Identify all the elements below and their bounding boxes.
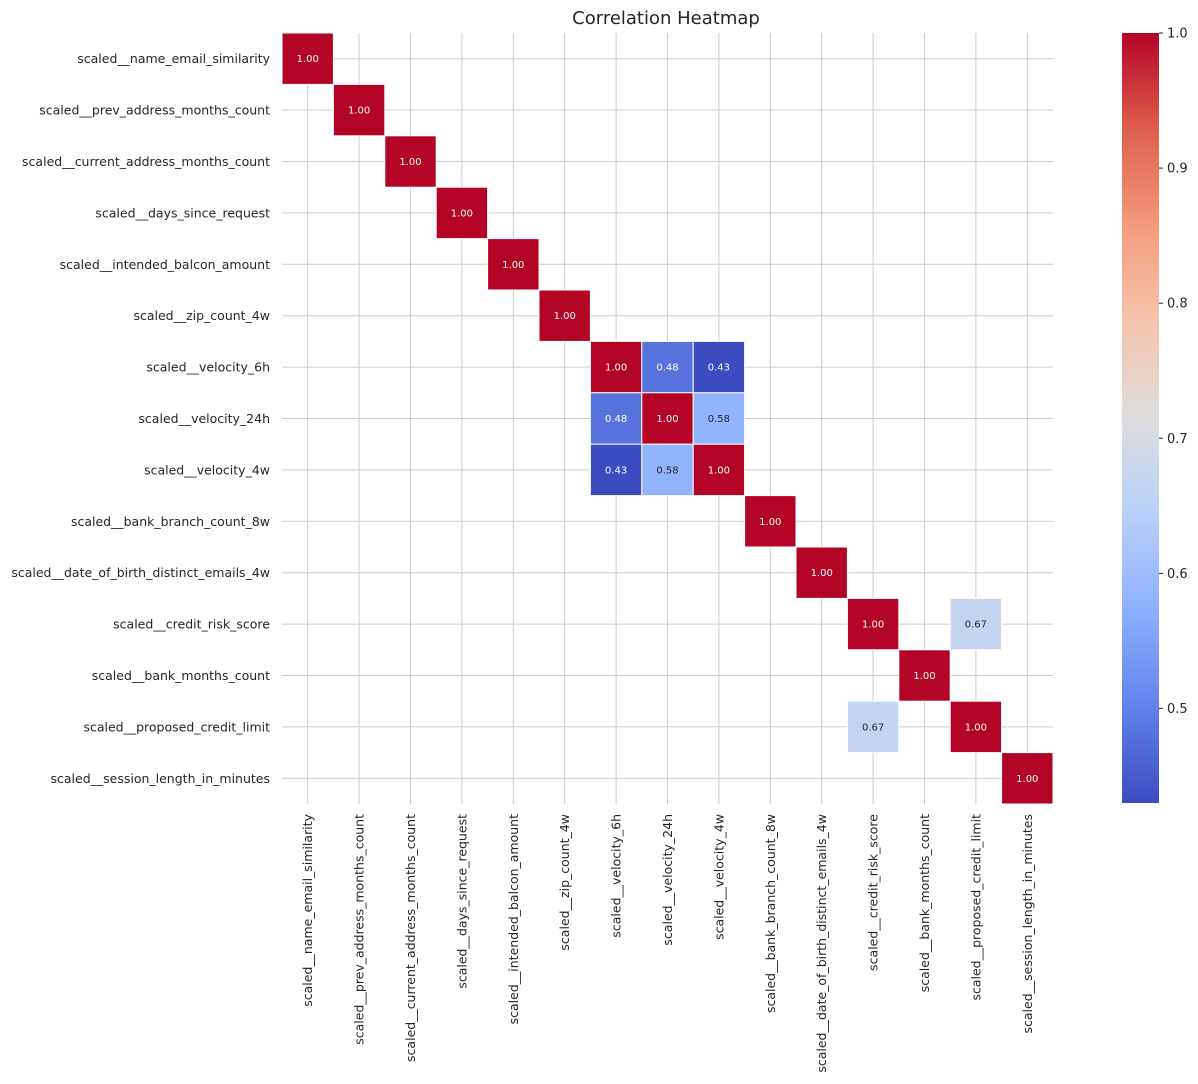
- x-tick-label: scaled__current_address_months_count: [403, 814, 418, 1062]
- colorbar-tick-label: 0.7: [1167, 432, 1188, 447]
- y-tick-label: scaled__bank_months_count: [92, 668, 270, 683]
- cell-value-label: 1.00: [708, 465, 730, 476]
- cell-value-label: 1.00: [811, 568, 833, 579]
- x-tick-label: scaled__credit_risk_score: [866, 814, 881, 971]
- x-tick-label: scaled__name_email_similarity: [300, 813, 315, 1006]
- y-tick-label: scaled__date_of_birth_distinct_emails_4w: [11, 565, 270, 580]
- y-tick-label: scaled__bank_branch_count_8w: [71, 514, 270, 529]
- cell-value-label: 1.00: [913, 671, 935, 682]
- colorbar-gradient: [1122, 33, 1159, 803]
- y-tick-label: scaled__session_length_in_minutes: [50, 771, 270, 786]
- heatmap-cell: [949, 597, 1003, 651]
- y-tick-label: scaled__days_since_request: [95, 205, 270, 220]
- heatmap-cell: [589, 443, 643, 497]
- cell-value-label: 0.43: [605, 465, 627, 476]
- y-tick-label: scaled__proposed_credit_limit: [83, 719, 270, 734]
- cell-value-label: 1.00: [1016, 774, 1038, 785]
- cell-value-label: 0.43: [708, 363, 730, 374]
- heatmap-cell: [641, 340, 694, 394]
- cell-value-label: 0.67: [965, 620, 987, 631]
- cell-value-label: 0.48: [605, 414, 627, 425]
- heatmap-cell: [538, 289, 591, 342]
- y-tick-label: scaled__prev_address_months_count: [39, 103, 270, 118]
- heatmap-cell: [846, 700, 900, 754]
- heatmap-cell: [692, 392, 746, 445]
- cell-value-label: 1.00: [451, 208, 473, 219]
- x-tick-label: scaled__intended_balcon_amount: [506, 814, 521, 1024]
- heatmap-cell: [384, 135, 437, 188]
- y-tick-label: scaled__intended_balcon_amount: [60, 257, 270, 272]
- cell-value-label: 0.58: [656, 465, 678, 476]
- chart-title: Correlation Heatmap: [572, 8, 760, 29]
- heatmap-cell: [589, 392, 643, 445]
- heatmap-cell: [692, 443, 746, 497]
- y-tick-label: scaled__current_address_months_count: [22, 154, 270, 169]
- heatmap-cell: [846, 597, 900, 651]
- heatmap-cell: [435, 186, 489, 240]
- x-tick-label: scaled__bank_branch_count_8w: [763, 814, 778, 1013]
- cell-value-label: 0.58: [708, 414, 730, 425]
- cell-value-label: 0.48: [656, 363, 678, 374]
- heatmap-cell: [692, 340, 746, 394]
- y-tick-label: scaled__zip_count_4w: [133, 308, 270, 323]
- heatmap-cell: [795, 546, 848, 599]
- cell-value-label: 1.00: [656, 414, 678, 425]
- cell-value-label: 1.00: [862, 620, 884, 631]
- x-tick-label: scaled__proposed_credit_limit: [968, 814, 983, 1001]
- x-tick-label: scaled__velocity_24h: [660, 814, 675, 946]
- cell-value-label: 1.00: [399, 157, 421, 168]
- colorbar-tick-label: 0.6: [1167, 567, 1188, 582]
- y-tick-label: scaled__velocity_6h: [146, 360, 270, 375]
- heatmap-cell: [641, 443, 694, 497]
- x-tick-label: scaled__session_length_in_minutes: [1020, 814, 1035, 1034]
- colorbar-tick-label: 0.8: [1167, 297, 1188, 312]
- cell-value-label: 1.00: [502, 260, 524, 271]
- heatmap-cell: [332, 83, 386, 137]
- heatmap-cell: [949, 700, 1003, 754]
- colorbar-tick-label: 0.9: [1167, 162, 1188, 177]
- heatmap-cell: [744, 495, 797, 548]
- cell-value-label: 0.67: [862, 722, 884, 733]
- heatmap-cell: [589, 340, 643, 394]
- x-tick-label: scaled__date_of_birth_distinct_emails_4w: [814, 814, 829, 1073]
- x-tick-label: scaled__zip_count_4w: [557, 814, 572, 951]
- heatmap-cell: [1001, 752, 1054, 805]
- heatmap-cell: [898, 649, 951, 702]
- cell-value-label: 1.00: [965, 722, 987, 733]
- heatmap-cell: [641, 392, 694, 445]
- x-tick-label: scaled__bank_months_count: [917, 814, 932, 992]
- colorbar-tick-label: 0.5: [1167, 702, 1188, 717]
- cell-value-label: 1.00: [605, 363, 627, 374]
- y-tick-label: scaled__credit_risk_score: [113, 617, 270, 632]
- cell-value-label: 1.00: [297, 54, 319, 65]
- x-tick-label: scaled__velocity_6h: [609, 814, 624, 938]
- y-tick-label: scaled__velocity_4w: [144, 462, 270, 477]
- y-tick-label: scaled__velocity_24h: [138, 411, 270, 426]
- heatmap-cell: [487, 238, 540, 291]
- heatmap-cell: [281, 32, 334, 85]
- colorbar: 0.5 0.6 0.7 0.8 0.9 1.0: [1122, 27, 1188, 803]
- y-tick-label: scaled__name_email_similarity: [77, 51, 270, 66]
- x-tick-label: scaled__velocity_4w: [711, 814, 726, 940]
- y-tick-labels: scaled__name_email_similarity scaled__pre…: [11, 51, 270, 786]
- cell-value-label: 1.00: [348, 106, 370, 117]
- x-tick-labels: scaled__name_email_similarity scaled__pre…: [300, 813, 1035, 1072]
- cell-value-label: 1.00: [554, 311, 576, 322]
- colorbar-tick-label: 1.0: [1167, 27, 1188, 42]
- x-tick-label: scaled__days_since_request: [454, 814, 469, 989]
- x-tick-label: scaled__prev_address_months_count: [352, 814, 367, 1045]
- cell-value-label: 1.00: [759, 517, 781, 528]
- heatmap-cells: 1.00 1.00 1.00 1.00 1.00 1.00 1.00 0.48 0.43 0.48…: [281, 32, 1054, 805]
